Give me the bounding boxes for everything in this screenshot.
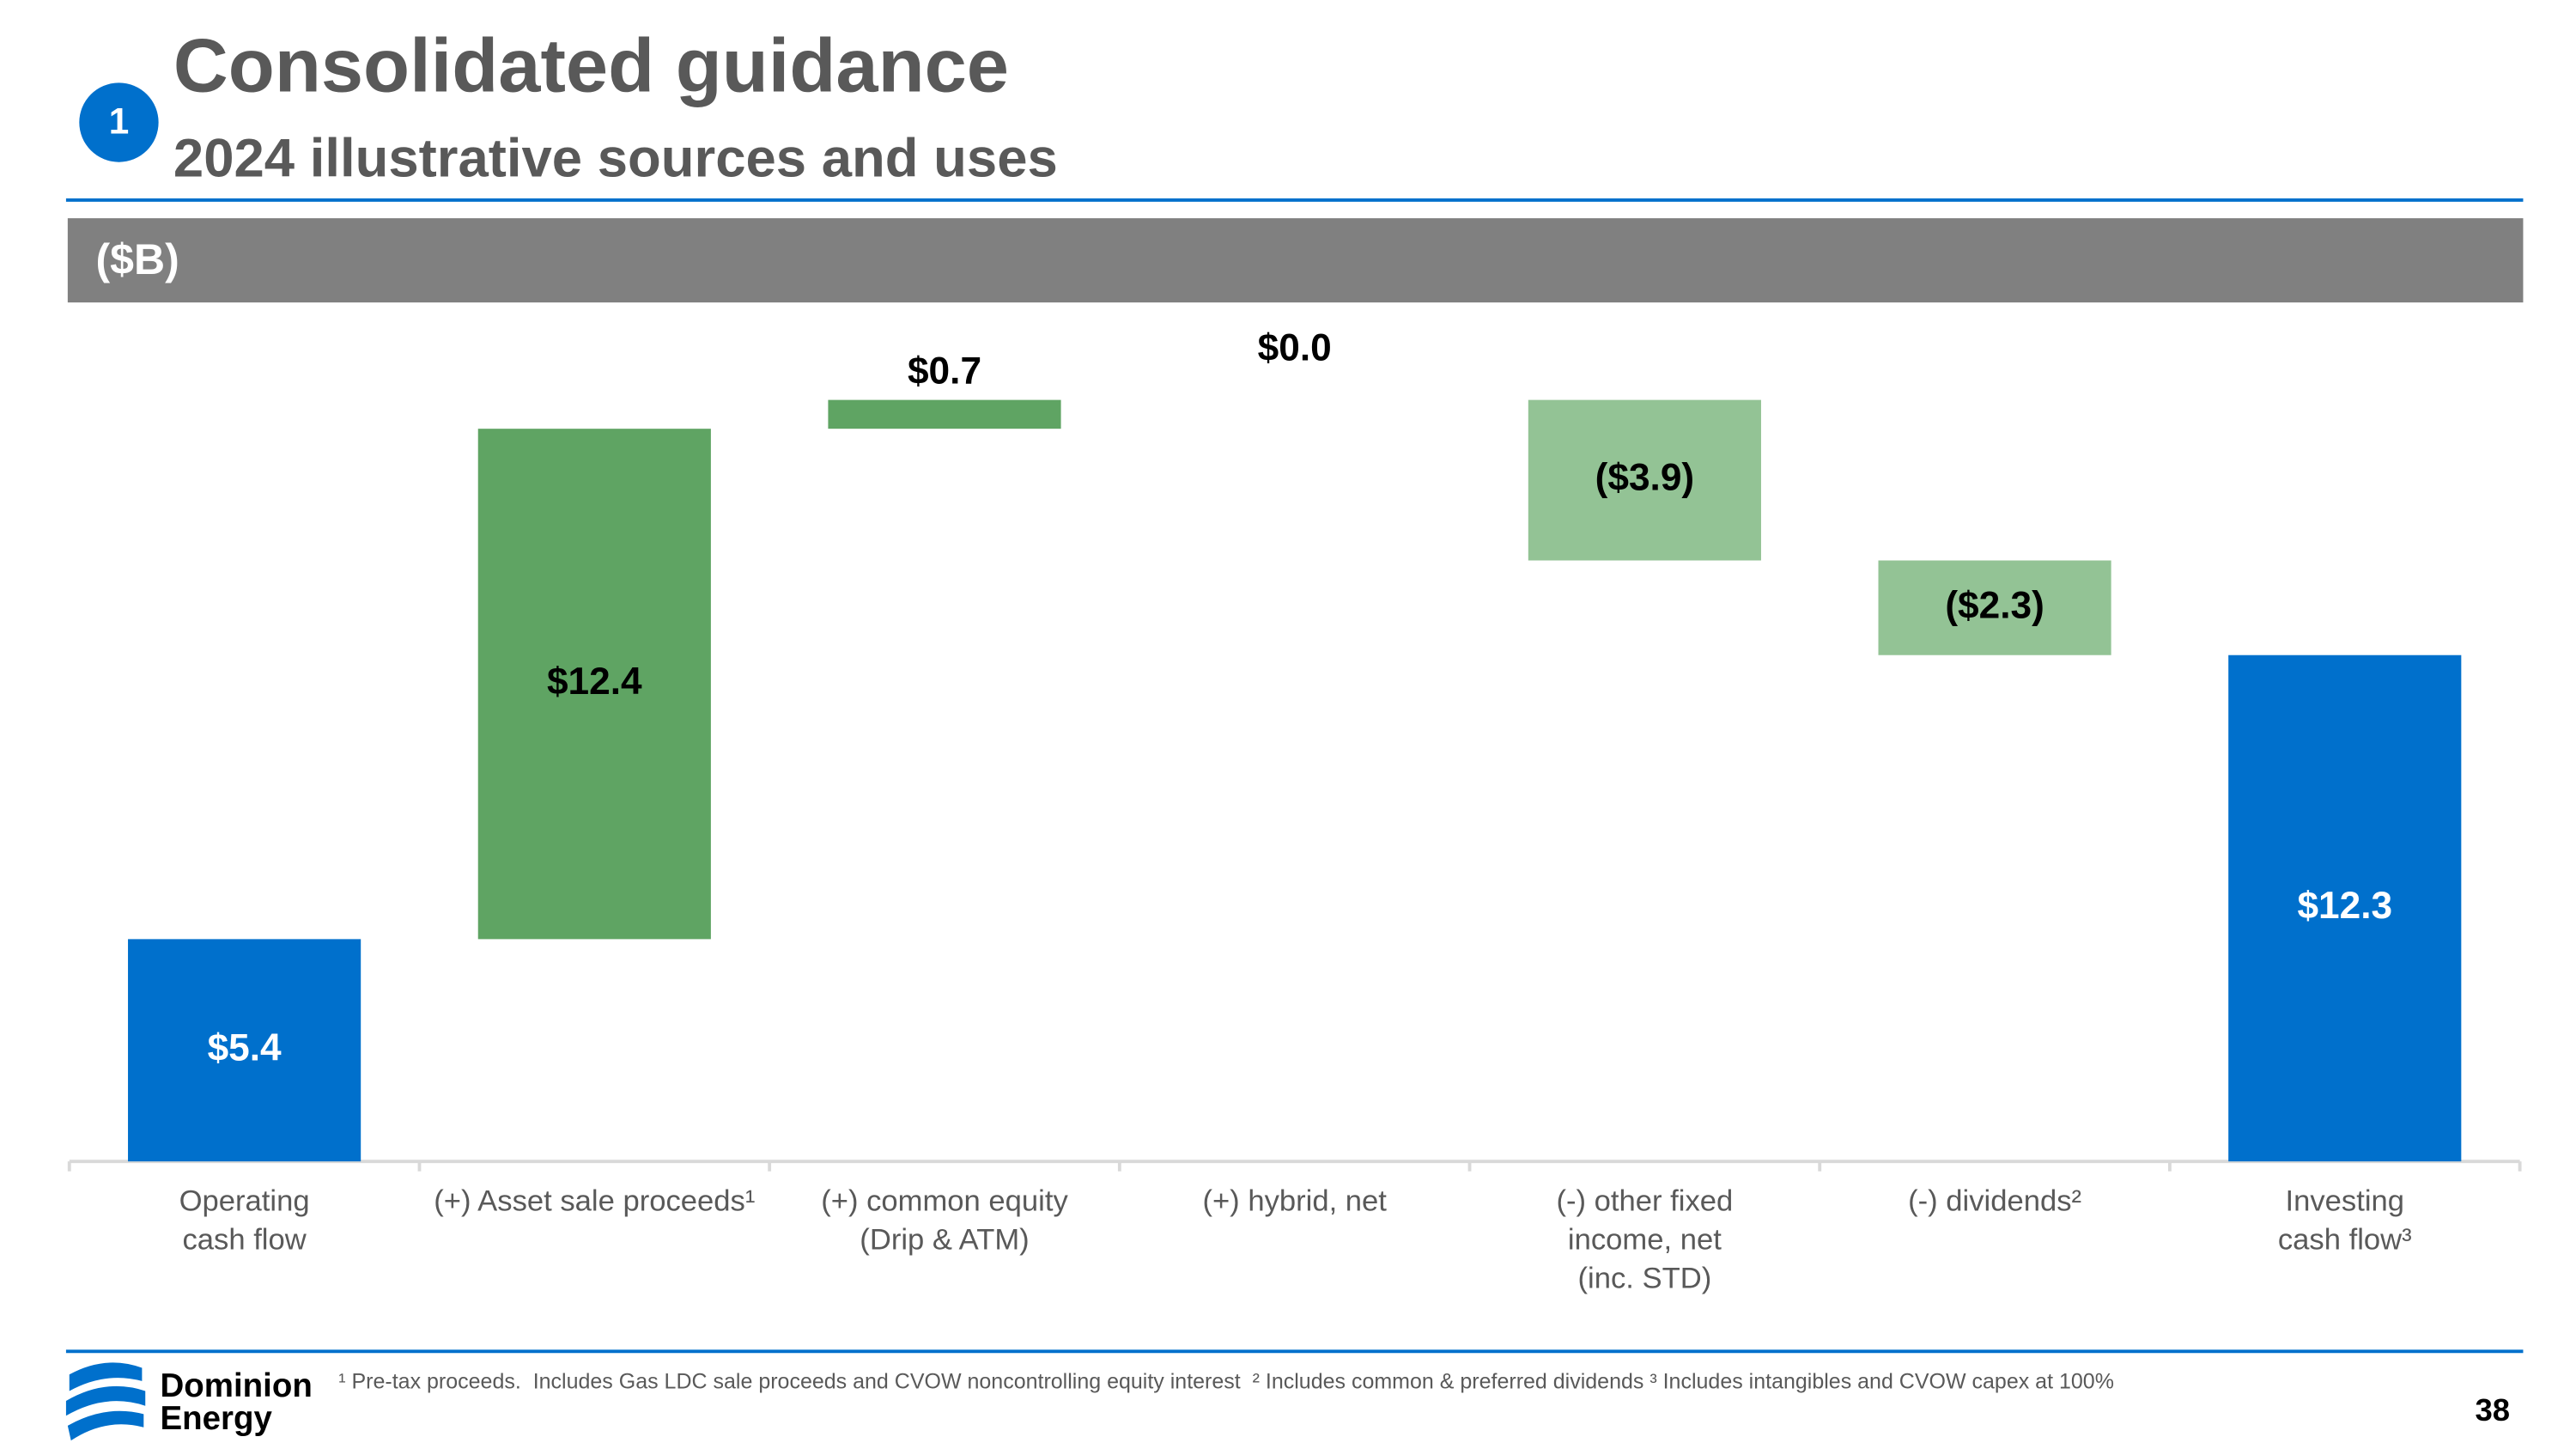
x-tick-label: (-) dividends² xyxy=(1908,1184,2081,1217)
x-tick-label: cash flow xyxy=(182,1224,307,1257)
value-label: $12.4 xyxy=(547,661,642,703)
unit-bar xyxy=(67,218,2524,303)
title: Consolidated guidance xyxy=(173,22,1009,107)
x-tick-label: cash flow³ xyxy=(2278,1224,2412,1257)
badge xyxy=(79,82,159,162)
x-tick-label: Operating xyxy=(179,1184,310,1217)
x-tick-label: (+) Asset sale proceeds¹ xyxy=(434,1184,755,1217)
bar xyxy=(828,399,1061,429)
x-tick-label: (Drip & ATM) xyxy=(860,1224,1029,1257)
x-tick-label: (+) common equity xyxy=(821,1184,1068,1217)
bar xyxy=(128,939,361,1162)
x-tick-label: (-) other fixed xyxy=(1556,1184,1733,1217)
value-label: $0.0 xyxy=(1258,327,1332,369)
page-number: 38 xyxy=(2475,1392,2510,1428)
value-label: $5.4 xyxy=(208,1026,282,1068)
x-tick-label: (inc. STD) xyxy=(1578,1263,1712,1295)
bar xyxy=(477,429,711,940)
badge-number: 1 xyxy=(109,101,130,142)
bar xyxy=(1878,560,2111,655)
value-label: $12.3 xyxy=(2297,885,2392,927)
value-label: ($2.3) xyxy=(1945,584,2044,626)
unit-label: ($B) xyxy=(96,235,179,283)
bar xyxy=(1528,399,1761,561)
logo-icon xyxy=(65,1362,146,1441)
footnote: ¹ Pre-tax proceeds. Includes Gas LDC sal… xyxy=(338,1369,2114,1393)
logo-text: Dominion xyxy=(161,1367,313,1404)
x-tick-label: (+) hybrid, net xyxy=(1202,1184,1387,1217)
value-label: $0.7 xyxy=(908,350,981,393)
bar xyxy=(2228,654,2462,1162)
value-label: ($3.9) xyxy=(1595,457,1695,499)
x-tick-label: income, net xyxy=(1568,1224,1722,1257)
subtitle: 2024 illustrative sources and uses xyxy=(173,128,1058,188)
x-tick-label: Investing xyxy=(2286,1184,2405,1217)
logo-text: Energy xyxy=(161,1400,273,1437)
